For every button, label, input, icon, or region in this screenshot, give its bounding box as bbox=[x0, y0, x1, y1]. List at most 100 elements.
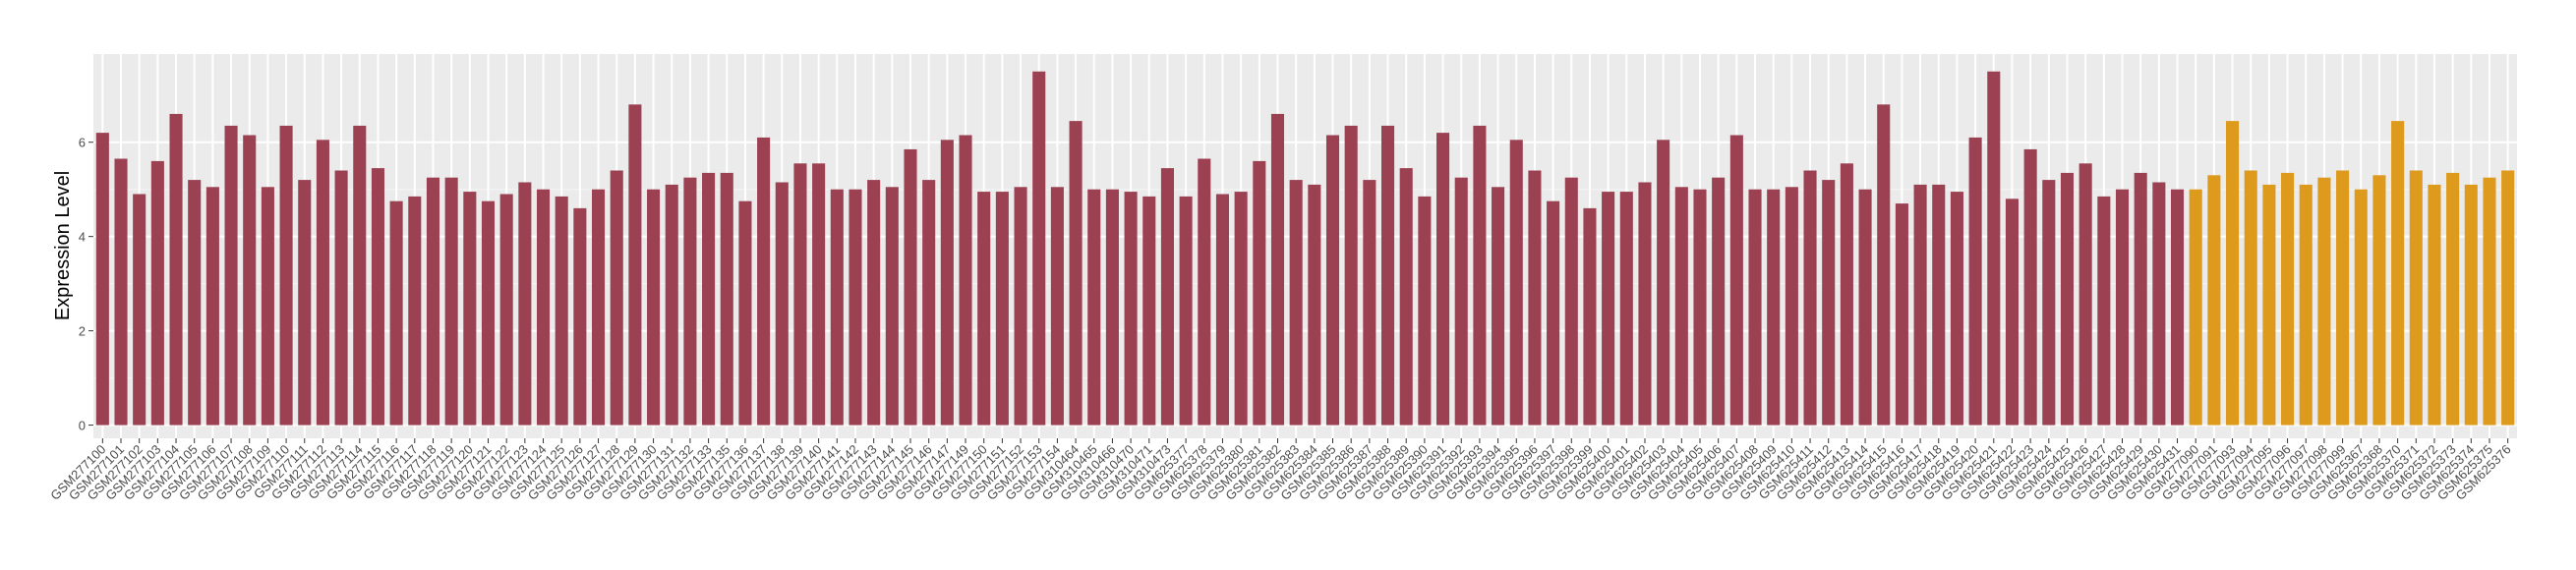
bar bbox=[1289, 180, 1303, 426]
bar bbox=[316, 140, 329, 426]
bar bbox=[555, 196, 568, 426]
bar bbox=[1253, 160, 1266, 426]
bar bbox=[463, 192, 477, 426]
bar bbox=[2501, 170, 2515, 426]
bar bbox=[1528, 170, 1542, 426]
y-tick-label: 6 bbox=[79, 136, 86, 150]
bar bbox=[518, 182, 532, 426]
bar bbox=[2299, 184, 2313, 426]
plot-panel bbox=[93, 54, 2517, 438]
bar bbox=[150, 160, 164, 426]
bar bbox=[2207, 175, 2221, 426]
bar bbox=[573, 207, 587, 426]
bar bbox=[1344, 125, 1358, 426]
bar bbox=[1509, 140, 1523, 426]
bar bbox=[334, 170, 348, 426]
bar bbox=[2409, 170, 2423, 426]
bar bbox=[353, 125, 367, 426]
bar bbox=[2115, 189, 2130, 426]
bar bbox=[2372, 175, 2386, 426]
bar bbox=[885, 187, 899, 426]
bar bbox=[1822, 180, 1836, 426]
bar bbox=[1160, 168, 1174, 426]
bar bbox=[2317, 177, 2331, 426]
bar bbox=[243, 135, 257, 426]
bar bbox=[1032, 71, 1046, 426]
bar bbox=[1693, 189, 1707, 426]
bar bbox=[133, 194, 146, 426]
bar bbox=[2354, 189, 2368, 426]
bar bbox=[1968, 137, 1982, 426]
bar bbox=[977, 192, 991, 426]
bar bbox=[169, 113, 183, 426]
bar bbox=[279, 125, 293, 426]
bar bbox=[2023, 148, 2037, 426]
bar bbox=[1895, 203, 1908, 426]
bar bbox=[995, 192, 1009, 426]
bar bbox=[1858, 189, 1872, 426]
bar bbox=[628, 104, 642, 426]
bar bbox=[1308, 184, 1321, 426]
bar bbox=[426, 177, 440, 426]
bar bbox=[2134, 172, 2147, 426]
bar bbox=[1674, 187, 1688, 426]
bar bbox=[1436, 133, 1450, 426]
bar bbox=[720, 172, 733, 426]
bar bbox=[849, 189, 862, 426]
bar bbox=[2005, 199, 2019, 426]
bar bbox=[2464, 184, 2478, 426]
bar bbox=[1215, 194, 1230, 426]
bar bbox=[1987, 71, 2001, 426]
bar bbox=[95, 133, 109, 426]
bar bbox=[1069, 121, 1083, 426]
bar bbox=[2170, 189, 2185, 426]
bar bbox=[1619, 192, 1633, 426]
bar bbox=[444, 177, 458, 426]
bar bbox=[371, 168, 384, 426]
bar bbox=[959, 135, 972, 426]
bar bbox=[2262, 184, 2276, 426]
bar bbox=[1602, 192, 1615, 426]
bar bbox=[647, 189, 661, 426]
bar bbox=[940, 140, 954, 426]
bar bbox=[298, 180, 312, 426]
bar bbox=[481, 200, 496, 426]
bar bbox=[408, 196, 422, 426]
bar bbox=[499, 194, 513, 426]
bar bbox=[1418, 196, 1432, 426]
bar bbox=[2446, 172, 2460, 426]
bar bbox=[1583, 207, 1597, 426]
bar bbox=[1014, 187, 1027, 426]
bar bbox=[1270, 113, 1285, 426]
bar bbox=[738, 200, 752, 426]
y-tick-label: 4 bbox=[79, 230, 86, 245]
bar bbox=[1454, 177, 1468, 426]
bar bbox=[1325, 135, 1340, 426]
bar bbox=[1492, 187, 1505, 426]
bar bbox=[1050, 187, 1064, 426]
bar bbox=[205, 187, 219, 426]
bar bbox=[2078, 163, 2092, 426]
bar bbox=[665, 184, 678, 426]
bar bbox=[2226, 121, 2240, 426]
bar bbox=[1179, 196, 1193, 426]
bar bbox=[610, 170, 623, 426]
bar bbox=[922, 180, 936, 426]
bar bbox=[1913, 184, 1927, 426]
bar bbox=[793, 163, 807, 426]
bar bbox=[1363, 180, 1376, 426]
bar bbox=[2336, 170, 2350, 426]
bar bbox=[1142, 196, 1156, 426]
bar bbox=[1198, 158, 1211, 426]
bar bbox=[683, 177, 697, 426]
bar bbox=[2152, 182, 2166, 426]
y-tick-label: 2 bbox=[79, 324, 86, 339]
bar bbox=[830, 189, 844, 426]
bar bbox=[1638, 182, 1652, 426]
bar bbox=[1234, 192, 1248, 426]
bar bbox=[904, 148, 917, 426]
bar bbox=[1785, 187, 1798, 426]
bar bbox=[2060, 172, 2075, 426]
bar bbox=[1105, 189, 1119, 426]
bar bbox=[1748, 189, 1762, 426]
